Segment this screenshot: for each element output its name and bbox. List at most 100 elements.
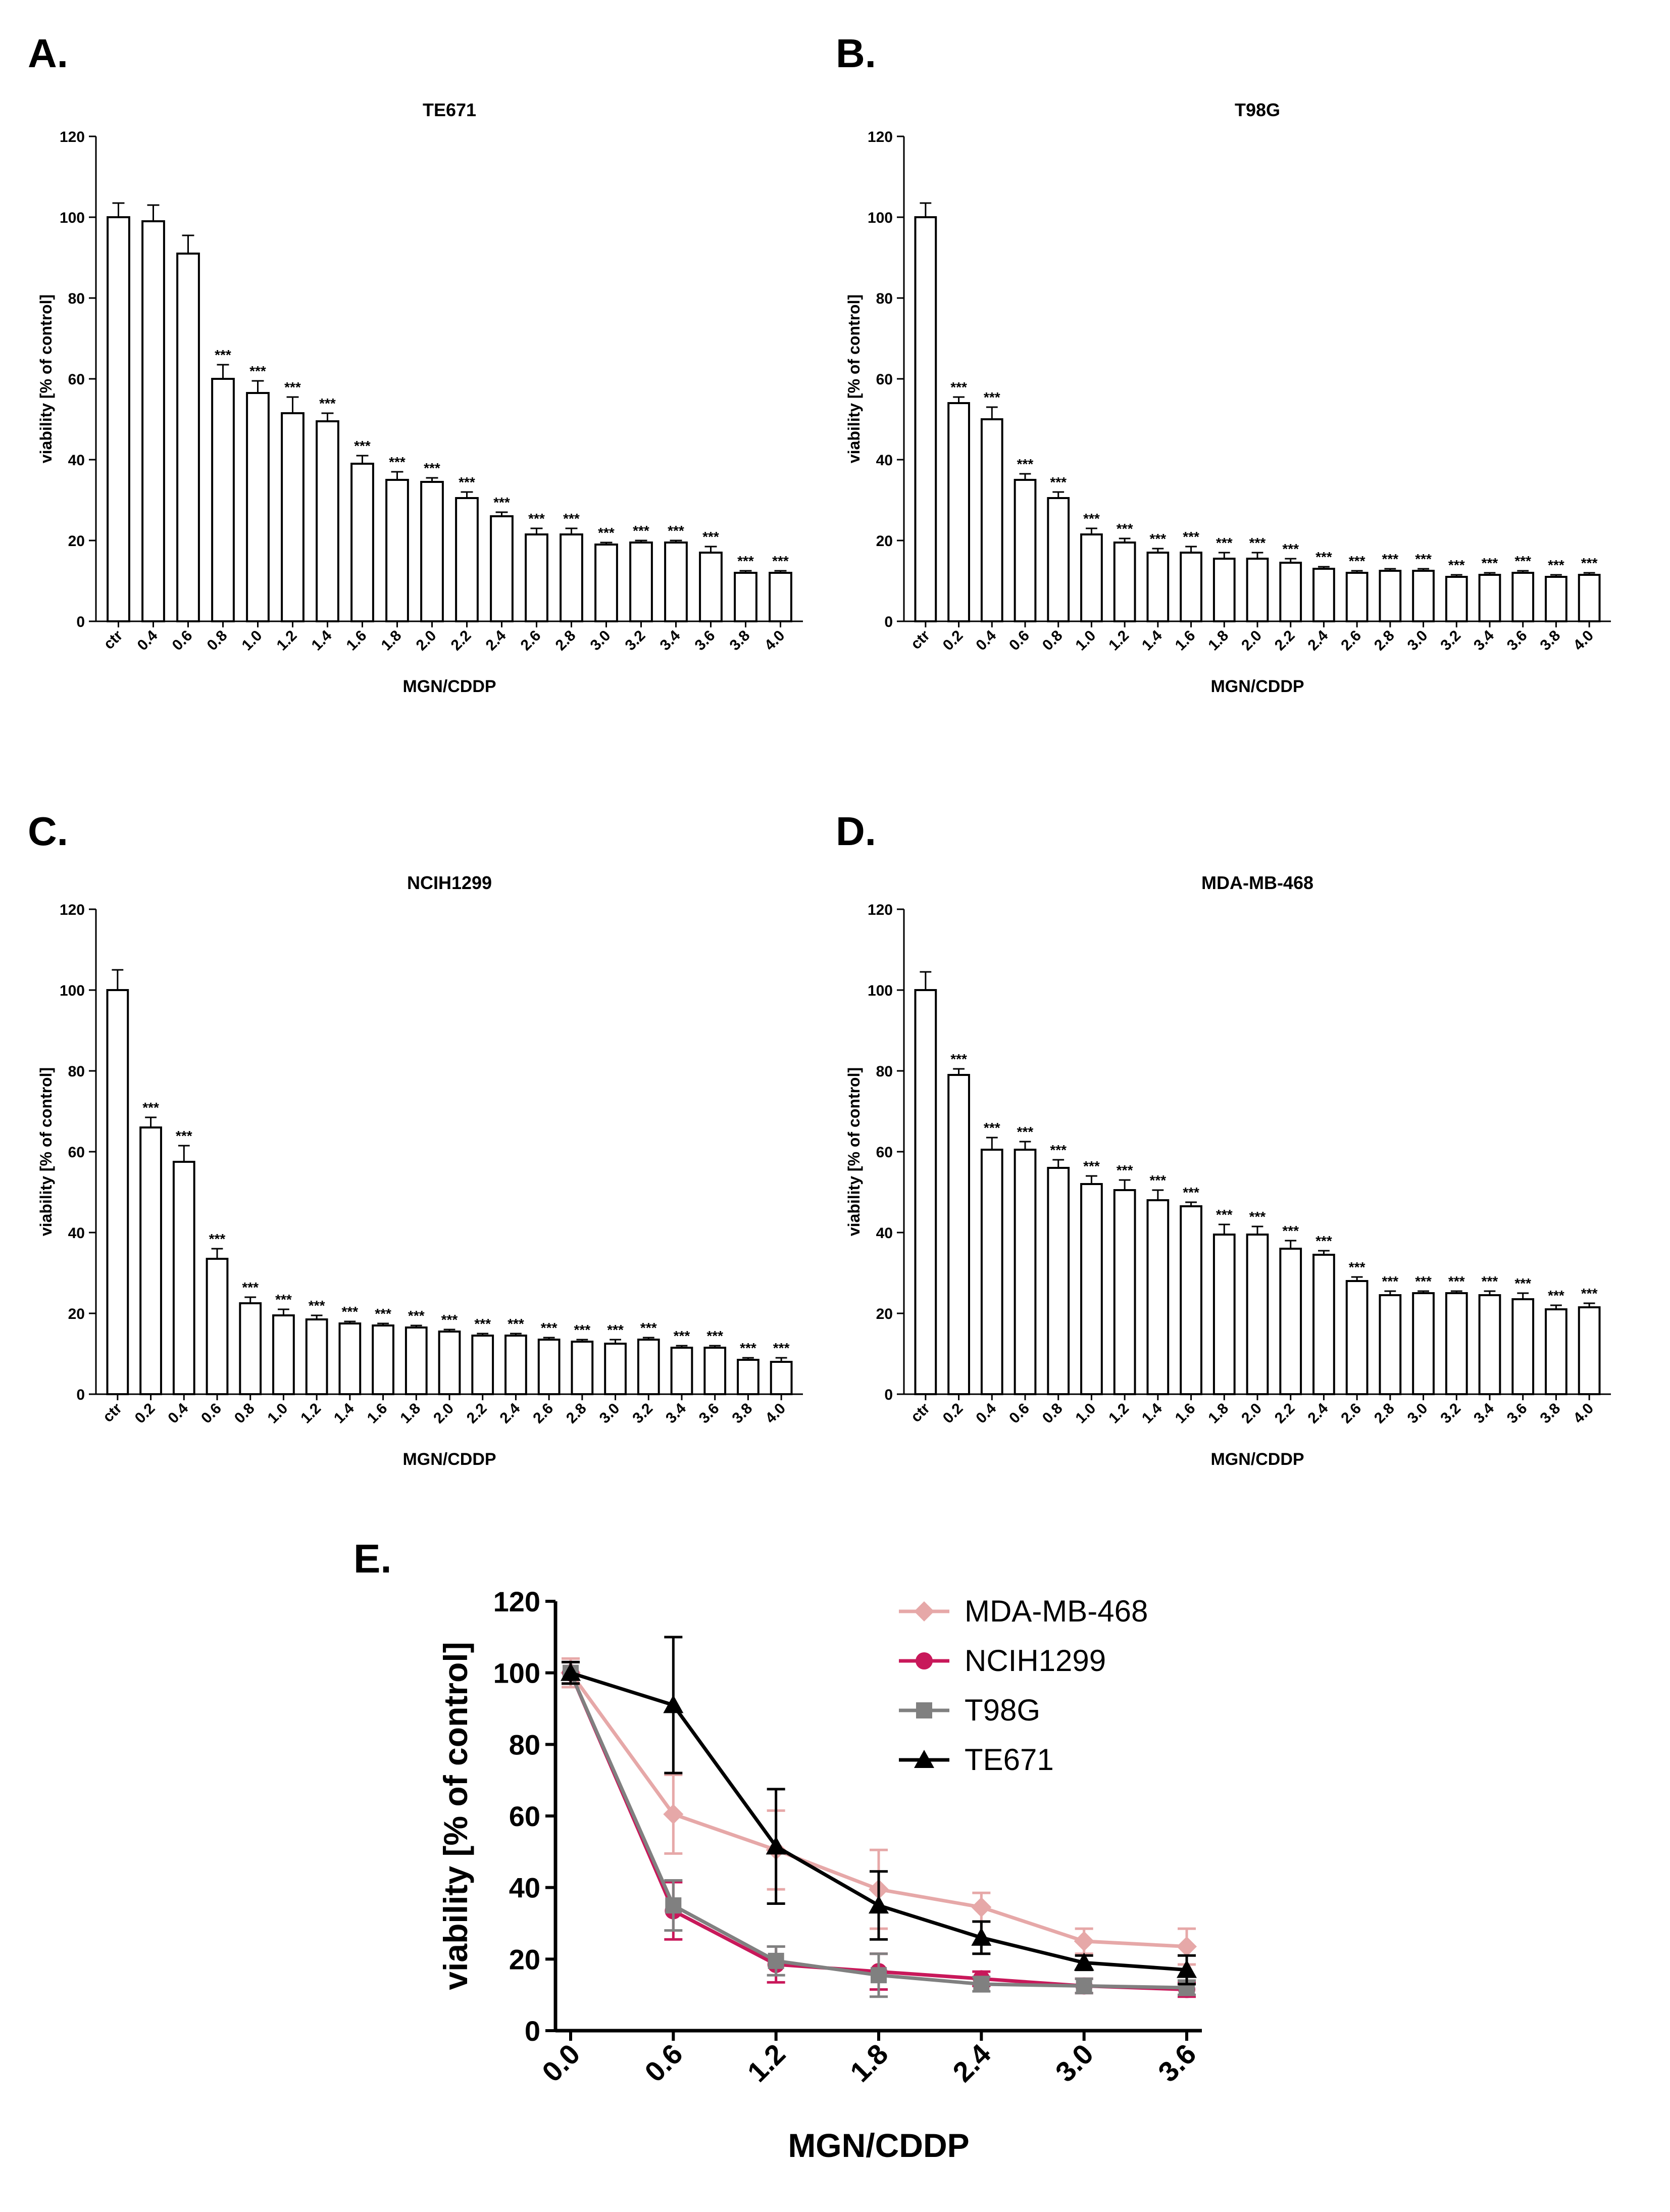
x-tick-label: 2.8 <box>552 627 579 654</box>
x-tick-label: 1.0 <box>1073 627 1099 654</box>
significance-label: *** <box>563 511 580 526</box>
x-tick-label: 0.4 <box>134 627 161 654</box>
bar <box>305 1318 328 1395</box>
legend-marker <box>916 1652 933 1669</box>
bar <box>1014 479 1037 622</box>
x-tick-label: 3.6 <box>1504 627 1531 654</box>
significance-label: *** <box>528 511 545 526</box>
x-tick-label: 3.0 <box>1404 627 1431 654</box>
x-tick-label: 3.4 <box>1471 627 1497 654</box>
x-tick-label: 0.4 <box>165 1400 191 1427</box>
x-tick-label: 3.8 <box>1537 1400 1564 1427</box>
x-tick-label: 4.0 <box>762 627 788 654</box>
bar <box>141 220 165 622</box>
x-axis-label: MGN/CDDP <box>402 1450 496 1469</box>
x-tick-label: 3.6 <box>1504 1400 1531 1427</box>
significance-label: *** <box>1382 1273 1399 1289</box>
bar <box>629 542 653 622</box>
series-t98g <box>562 1660 1196 1998</box>
y-tick-label: 80 <box>68 1063 85 1080</box>
bar <box>1578 1306 1601 1395</box>
significance-label: *** <box>493 495 510 510</box>
significance-label: *** <box>772 553 789 569</box>
significance-label: *** <box>1183 529 1199 545</box>
y-tick-label: 100 <box>493 1657 540 1689</box>
x-tick-label: 2.8 <box>1371 627 1398 654</box>
y-tick-label: 40 <box>876 452 893 469</box>
data-point <box>665 1897 682 1914</box>
x-axis-label: MGN/CDDP <box>402 677 496 696</box>
bar <box>1113 1189 1136 1395</box>
bar <box>734 572 757 622</box>
data-point <box>1074 1952 1094 1971</box>
y-tick-label: 20 <box>509 1943 540 1975</box>
bar <box>211 378 235 622</box>
x-tick-label: 2.4 <box>1305 627 1332 654</box>
significance-label: *** <box>375 1306 391 1321</box>
panel-label-b: B. <box>836 31 876 76</box>
x-tick-label: 1.8 <box>397 1400 424 1427</box>
x-tick-label: ctr <box>99 1400 125 1425</box>
bar <box>1180 552 1202 622</box>
bar <box>1212 1234 1236 1395</box>
significance-label: *** <box>1548 1288 1564 1303</box>
data-point <box>1177 1936 1197 1957</box>
significance-label: *** <box>950 379 967 395</box>
panel-label-d: D. <box>836 809 876 854</box>
x-tick-label: 3.2 <box>629 1400 656 1427</box>
x-tick-label: 0.6 <box>1006 1400 1033 1427</box>
bar <box>914 216 937 622</box>
significance-label: *** <box>1017 1124 1034 1140</box>
y-axis-label: viability [% of control] <box>37 1067 55 1236</box>
x-tick-label: 2.4 <box>497 1400 524 1427</box>
significance-label: *** <box>176 1128 192 1144</box>
y-tick-label: 100 <box>868 210 893 226</box>
x-tick-label: 1.6 <box>1172 1400 1199 1427</box>
series-ncih1299 <box>562 1660 1196 1998</box>
bar-chart-ncih1299: NCIH1299 0 20 40 60 80 100 120 viability [% of c… <box>20 869 828 1485</box>
x-tick-label: 3.2 <box>622 627 649 654</box>
panel-label-e: E. <box>353 1536 392 1581</box>
data-point <box>869 1895 889 1914</box>
bar <box>504 1335 527 1395</box>
significance-label: *** <box>1448 1273 1465 1289</box>
bar <box>670 1347 693 1395</box>
x-tick-label: 0.6 <box>198 1400 225 1427</box>
legend-marker <box>916 1702 932 1718</box>
x-tick-label: 2.2 <box>448 627 475 654</box>
legend-label: NCIH1299 <box>965 1644 1106 1678</box>
x-tick-label: ctr <box>907 627 933 653</box>
y-tick-label: 120 <box>60 129 85 145</box>
x-tick-label: 3.0 <box>596 1400 623 1427</box>
x-tick-label: 2.4 <box>483 627 510 654</box>
y-tick-label: 80 <box>509 1729 540 1760</box>
x-tick-label: 1.6 <box>343 627 370 654</box>
x-tick-label: 0.6 <box>638 2038 689 2088</box>
significance-label: *** <box>1382 551 1399 567</box>
x-tick-label: 4.0 <box>762 1400 789 1427</box>
x-tick-label: 0.8 <box>1039 1400 1066 1427</box>
x-tick-label: 3.2 <box>1437 627 1464 654</box>
bar <box>637 1339 660 1395</box>
bar <box>172 1161 195 1395</box>
x-tick-label: 2.2 <box>1272 627 1298 654</box>
x-tick-label: 4.0 <box>1570 627 1597 654</box>
y-axis-label: viability [% of control] <box>845 294 863 463</box>
legend-label: MDA-MB-468 <box>965 1594 1148 1628</box>
significance-label: *** <box>1514 1275 1531 1291</box>
bar <box>1511 572 1535 622</box>
significance-label: *** <box>1415 1273 1432 1289</box>
data-point <box>663 1804 684 1825</box>
y-tick-label: 60 <box>876 371 893 388</box>
x-tick-label: 1.0 <box>1073 1400 1099 1427</box>
significance-label: *** <box>1349 1259 1365 1275</box>
bar <box>350 463 374 622</box>
bar <box>176 253 200 622</box>
bar <box>1445 576 1468 622</box>
y-tick-label: 60 <box>68 1144 85 1161</box>
y-tick-label: 120 <box>868 129 893 145</box>
y-tick-label: 40 <box>68 1225 85 1242</box>
legend-marker <box>914 1750 934 1768</box>
bar <box>1511 1298 1535 1395</box>
bar <box>1212 558 1236 622</box>
